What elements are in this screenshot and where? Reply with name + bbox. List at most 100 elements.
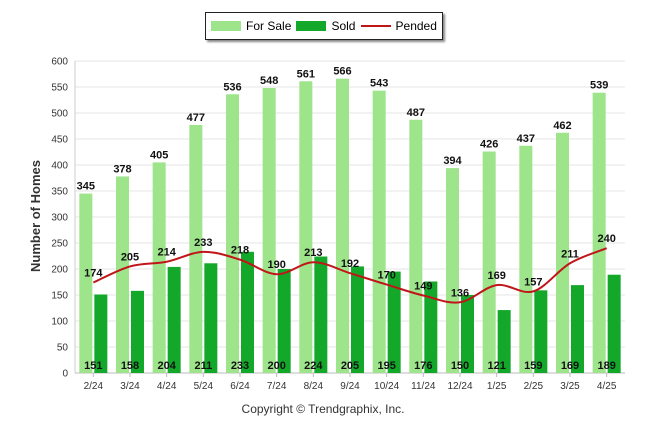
x-tick-label: 7/24: [267, 381, 287, 392]
x-tick-label: 8/24: [304, 381, 324, 392]
x-tick-label: 3/25: [560, 381, 580, 392]
pended-data-label: 136: [451, 287, 469, 299]
pended-data-label: 218: [231, 245, 249, 257]
sold-bar: [314, 257, 327, 373]
sold-swatch-icon: [296, 21, 326, 31]
x-tick-label: 5/24: [194, 381, 214, 392]
copyright-text: Copyright © Trendgraphix, Inc.: [0, 402, 646, 416]
for-sale-bar: [79, 194, 92, 373]
for-sale-data-label: 405: [150, 149, 168, 161]
bars: [79, 79, 620, 373]
x-tick-label: 9/24: [340, 381, 360, 392]
x-tick-label: 2/25: [524, 381, 544, 392]
y-tick-label: 200: [51, 265, 68, 276]
sold-bar: [168, 267, 181, 373]
pended-data-label: 157: [524, 276, 542, 288]
y-tick-label: 500: [51, 109, 68, 120]
pended-data-label: 149: [414, 281, 432, 293]
sold-bar: [608, 275, 621, 373]
legend-label-pended: Pended: [396, 19, 437, 33]
sold-data-label: 169: [561, 360, 579, 372]
pended-data-label: 211: [561, 248, 579, 260]
x-tick-label: 6/24: [230, 381, 250, 392]
legend-item-sold[interactable]: Sold: [296, 19, 355, 33]
for-sale-bar: [409, 120, 422, 373]
sold-bar: [278, 269, 291, 373]
for-sale-bar: [446, 168, 459, 373]
y-axis-title: Number of Homes: [28, 160, 43, 272]
x-tick-label: 11/24: [411, 381, 436, 392]
sold-data-label: 233: [231, 360, 249, 372]
sold-data-label: 150: [451, 360, 469, 372]
x-tick-label: 4/24: [157, 381, 177, 392]
pended-data-label: 213: [304, 247, 322, 259]
for-sale-data-label: 566: [333, 66, 351, 78]
for-sale-data-label: 536: [223, 81, 241, 93]
for-sale-data-label: 437: [517, 133, 535, 145]
for-sale-data-label: 487: [407, 107, 425, 119]
sold-bar: [241, 252, 254, 373]
y-tick-label: 300: [51, 213, 68, 224]
for-sale-data-label: 561: [297, 68, 315, 80]
sold-data-label: 204: [157, 360, 176, 372]
sold-data-label: 224: [304, 360, 323, 372]
pended-data-label: 192: [341, 258, 359, 270]
pended-data-label: 214: [157, 247, 176, 259]
legend: For Sale Sold Pended: [205, 12, 443, 40]
for-sale-data-label: 378: [113, 163, 131, 175]
legend-label-sold: Sold: [331, 19, 355, 33]
for-sale-bar: [373, 91, 386, 373]
pended-data-label: 190: [267, 259, 285, 271]
sold-bar: [351, 266, 364, 373]
sold-data-label: 121: [487, 360, 505, 372]
sold-data-label: 158: [121, 360, 139, 372]
y-tick-label: 350: [51, 187, 68, 198]
x-tick-label: 10/24: [374, 381, 399, 392]
legend-label-for-sale: For Sale: [246, 19, 291, 33]
legend-item-pended[interactable]: Pended: [361, 19, 437, 33]
for-sale-bar: [263, 88, 276, 373]
y-tick-label: 50: [57, 343, 69, 354]
for-sale-swatch-icon: [211, 21, 241, 31]
for-sale-bar: [116, 176, 129, 373]
y-tick-label: 100: [51, 317, 68, 328]
y-tick-label: 550: [51, 83, 68, 94]
x-tick-label: 1/25: [487, 381, 507, 392]
for-sale-bar: [153, 162, 166, 373]
sold-data-label: 159: [524, 360, 542, 372]
sold-data-label: 176: [414, 360, 432, 372]
y-tick-label: 600: [51, 57, 68, 68]
x-tick-label: 12/24: [447, 381, 472, 392]
for-sale-bar: [483, 151, 496, 373]
for-sale-bar: [299, 81, 312, 373]
pended-data-label: 205: [121, 251, 139, 263]
for-sale-data-label: 477: [187, 112, 205, 124]
for-sale-data-label: 539: [590, 80, 608, 92]
sold-bar: [204, 263, 217, 373]
for-sale-data-label: 548: [260, 75, 278, 87]
for-sale-bar: [519, 146, 532, 373]
y-tick-label: 250: [51, 239, 68, 250]
pended-data-label: 233: [194, 237, 212, 249]
sold-data-label: 211: [194, 360, 212, 372]
y-tick-label: 400: [51, 161, 68, 172]
pended-data-label: 240: [597, 233, 615, 245]
for-sale-data-label: 394: [443, 155, 462, 167]
for-sale-bar: [226, 94, 239, 373]
for-sale-bar: [336, 79, 349, 373]
sold-data-label: 205: [341, 360, 359, 372]
for-sale-data-label: 426: [480, 138, 498, 150]
pended-data-label: 170: [377, 270, 395, 282]
for-sale-bar: [189, 125, 202, 373]
x-tick-label: 2/24: [84, 381, 104, 392]
legend-item-for-sale[interactable]: For Sale: [211, 19, 291, 33]
pended-data-label: 169: [487, 270, 505, 282]
sold-data-label: 195: [377, 360, 395, 372]
y-tick-label: 150: [51, 291, 68, 302]
y-tick-label: 0: [62, 369, 68, 380]
x-tick-label: 4/25: [597, 381, 617, 392]
x-tick-label: 3/24: [120, 381, 140, 392]
for-sale-data-label: 345: [77, 181, 95, 193]
sold-data-label: 200: [267, 360, 285, 372]
